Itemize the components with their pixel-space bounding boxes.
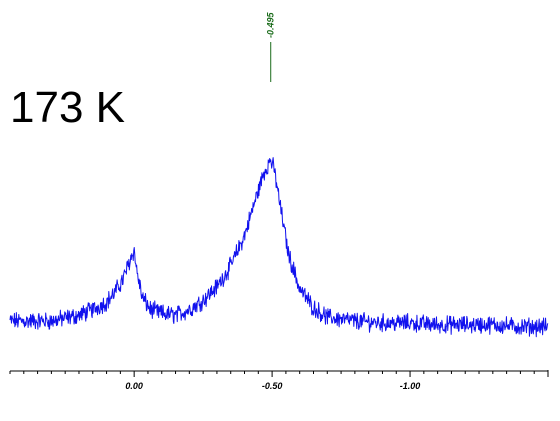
series-layer — [9, 157, 549, 338]
x-tick-label: -1.00 — [400, 381, 421, 391]
x-tick-label: -0.50 — [262, 381, 283, 391]
x-axis: 0.00 -0.50 -1.00 — [9, 370, 549, 391]
temperature-label: 173 K — [10, 83, 125, 132]
peak-marker: -0.495 — [266, 11, 276, 82]
x-tick-label: 0.00 — [125, 381, 143, 391]
spectrum-series-0 — [9, 157, 549, 338]
peak-marker-label: -0.495 — [266, 11, 276, 38]
